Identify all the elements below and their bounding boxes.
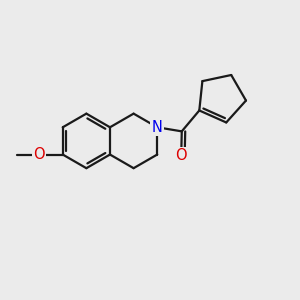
Text: O: O <box>33 147 45 162</box>
Text: N: N <box>152 120 163 135</box>
Text: O: O <box>176 148 187 164</box>
